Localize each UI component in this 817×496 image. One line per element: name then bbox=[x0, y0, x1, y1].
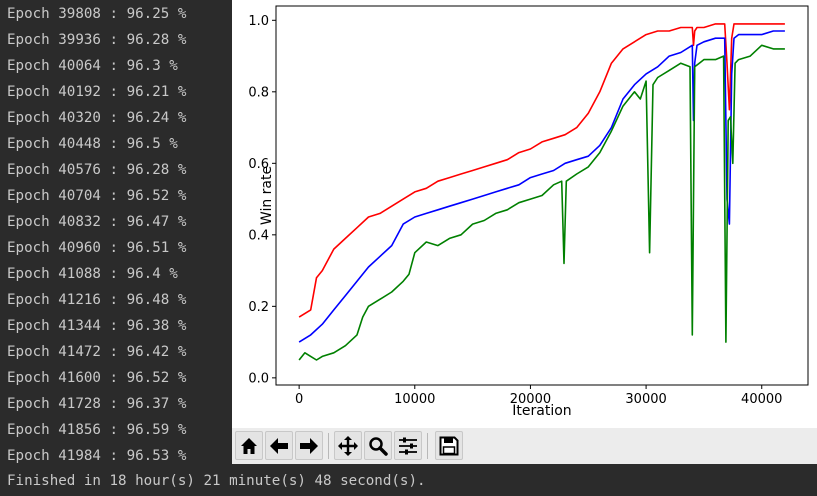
back-button[interactable] bbox=[265, 431, 293, 460]
console-log-line: Epoch 40704 : 96.52 % bbox=[7, 188, 187, 204]
home-icon bbox=[241, 438, 257, 454]
y-tick-label: 1.0 bbox=[248, 14, 269, 29]
x-tick-label: 10000 bbox=[394, 392, 435, 407]
win-rate-chart: 0 10000 20000 30000 40000 0.0 0.2 0.4 0.6 0.8 1.0 I… bbox=[248, 5, 809, 419]
console-log-line: Epoch 41216 : 96.48 % bbox=[7, 292, 187, 308]
console-log-line: Epoch 40064 : 96.3 % bbox=[7, 58, 178, 74]
series-line-1 bbox=[298, 30, 785, 343]
console-log-line: Epoch 40320 : 96.24 % bbox=[7, 110, 187, 126]
subplots-icon bbox=[399, 437, 417, 455]
pan-icon bbox=[338, 436, 358, 456]
plot-window: 0 10000 20000 30000 40000 0.0 0.2 0.4 0.6 0.8 1.0 I… bbox=[232, 0, 817, 464]
console-log-line: Epoch 39808 : 96.25 % bbox=[7, 6, 187, 22]
x-tick-label: 0 bbox=[295, 392, 303, 407]
home-button[interactable] bbox=[235, 431, 263, 460]
console-log-line: Epoch 41600 : 96.52 % bbox=[7, 370, 187, 386]
console-output: Epoch 39808 : 96.25 % Epoch 39936 : 96.28… bbox=[0, 0, 232, 464]
console-log-line: Epoch 41088 : 96.4 % bbox=[7, 266, 178, 282]
back-arrow-icon bbox=[270, 438, 288, 454]
save-icon bbox=[439, 436, 459, 456]
y-axis-label: Win rate bbox=[259, 166, 275, 225]
finished-message: Finished in 18 hour(s) 21 minute(s) 48 s… bbox=[7, 473, 426, 489]
toolbar-separator bbox=[427, 433, 428, 459]
y-tick-label: 0.2 bbox=[248, 300, 269, 315]
console-log-line: Epoch 40448 : 96.5 % bbox=[7, 136, 178, 152]
zoom-button[interactable] bbox=[364, 431, 392, 460]
console-log-line: Epoch 40576 : 96.28 % bbox=[7, 162, 187, 178]
series-line-0 bbox=[298, 23, 785, 318]
y-tick-label: 0.8 bbox=[248, 85, 269, 100]
console-log-line: Epoch 41344 : 96.38 % bbox=[7, 318, 187, 334]
console-log-line: Epoch 40832 : 96.47 % bbox=[7, 214, 187, 230]
x-tick-label: 40000 bbox=[741, 392, 782, 407]
save-button[interactable] bbox=[435, 431, 463, 460]
navigation-toolbar bbox=[232, 428, 817, 464]
forward-button[interactable] bbox=[295, 431, 323, 460]
zoom-icon bbox=[369, 437, 388, 456]
console-log-line: Epoch 41856 : 96.59 % bbox=[7, 422, 187, 438]
console-footer: Finished in 18 hour(s) 21 minute(s) 48 s… bbox=[0, 466, 817, 496]
console-log-line: Epoch 41728 : 96.37 % bbox=[7, 396, 187, 412]
console-log-line: Epoch 40960 : 96.51 % bbox=[7, 240, 187, 256]
console-log-line: Epoch 41984 : 96.53 % bbox=[7, 448, 187, 464]
y-tick-label: 0.6 bbox=[248, 157, 269, 172]
configure-subplots-button[interactable] bbox=[394, 431, 422, 460]
console-log-line: Epoch 40192 : 96.21 % bbox=[7, 84, 187, 100]
y-tick-label: 0.0 bbox=[248, 371, 269, 386]
x-tick-label: 30000 bbox=[625, 392, 666, 407]
x-axis-label: Iteration bbox=[512, 403, 571, 419]
console-log-line: Epoch 39936 : 96.28 % bbox=[7, 32, 187, 48]
pan-button[interactable] bbox=[334, 431, 362, 460]
y-tick-label: 0.4 bbox=[248, 228, 269, 243]
x-tick-label: 20000 bbox=[510, 392, 551, 407]
series-line-2 bbox=[298, 44, 785, 361]
forward-arrow-icon bbox=[300, 438, 318, 454]
toolbar-separator bbox=[328, 433, 329, 459]
console-log-line: Epoch 41472 : 96.42 % bbox=[7, 344, 187, 360]
